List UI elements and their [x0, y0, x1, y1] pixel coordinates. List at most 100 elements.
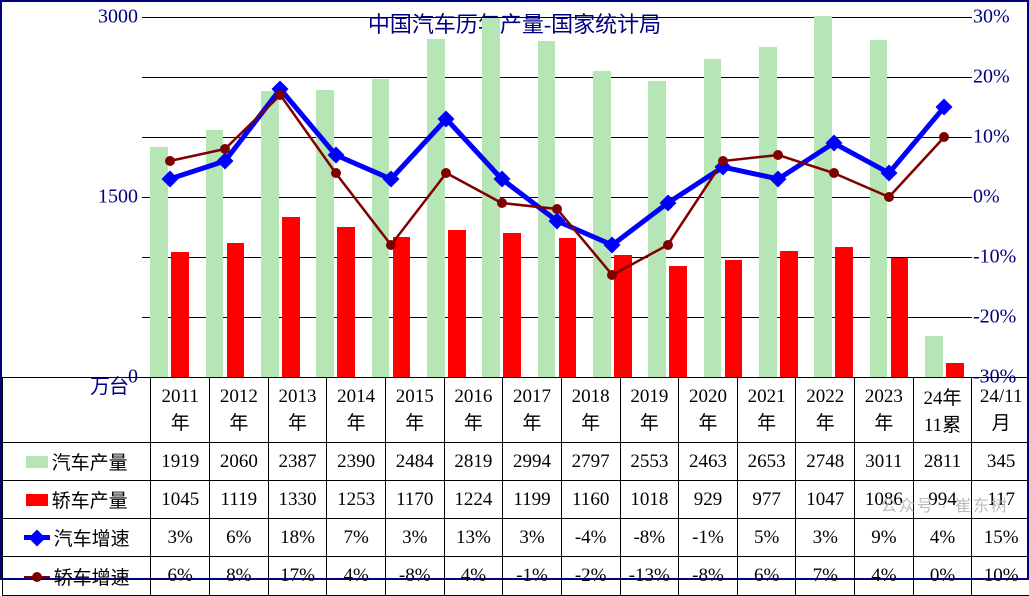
vehicle_gr-marker	[493, 171, 510, 188]
data-cell: 9%	[855, 519, 914, 557]
data-cell: 7%	[327, 519, 386, 557]
data-cell: 2994	[503, 443, 562, 481]
vehicle_gr-marker	[936, 99, 953, 116]
data-cell: 2653	[737, 443, 796, 481]
data-cell: 1018	[620, 481, 679, 519]
data-cell: 6%	[151, 557, 210, 596]
data-cell: 4%	[444, 557, 503, 596]
y1-tick: 1500	[98, 186, 138, 209]
y2-tick: -10%	[973, 246, 1016, 269]
data-cell: -13%	[620, 557, 679, 596]
data-cell: 2390	[327, 443, 386, 481]
watermark: 公众号 · 崔东树	[881, 492, 1009, 516]
vehicle_gr-marker	[438, 111, 455, 128]
category-header: 2022年	[796, 378, 855, 443]
data-cell: 1045	[151, 481, 210, 519]
data-cell: 1047	[796, 481, 855, 519]
data-cell: 0%	[913, 557, 972, 596]
vehicle_gr-marker	[604, 237, 621, 254]
data-cell: 3%	[796, 519, 855, 557]
legend-swatch-line	[24, 535, 50, 540]
data-cell: 2484	[385, 443, 444, 481]
vehicle_gr-marker	[161, 171, 178, 188]
category-header: 2012年	[210, 378, 269, 443]
car_gr-marker	[773, 150, 783, 160]
table-row: 轿车产量104511191330125311701224119911601018…	[3, 481, 1029, 519]
category-header: 2023年	[855, 378, 914, 443]
data-cell: 977	[737, 481, 796, 519]
data-cell: -4%	[561, 519, 620, 557]
data-cell: 13%	[444, 519, 503, 557]
plot-area	[142, 17, 972, 377]
series-label: 汽车产量	[52, 448, 128, 475]
vehicle_gr-marker	[881, 165, 898, 182]
data-cell: 1170	[385, 481, 444, 519]
chart-container: 中国汽车历年产量-国家统计局 015003000 万台 -30%-20%-10%…	[0, 0, 1029, 580]
data-cell: 15%	[972, 519, 1029, 557]
data-table: 2011年2012年2013年2014年2015年2016年2017年2018年…	[2, 377, 1029, 596]
markers-layer	[142, 17, 972, 377]
data-cell: 2463	[679, 443, 738, 481]
table-body: 汽车产量191920602387239024842819299427972553…	[3, 443, 1029, 596]
car_gr-marker	[663, 240, 673, 250]
vehicle_gr-marker	[327, 147, 344, 164]
category-header: 2014年	[327, 378, 386, 443]
data-cell: 3%	[385, 519, 444, 557]
data-cell: 8%	[210, 557, 269, 596]
data-cell: 17%	[268, 557, 327, 596]
category-header: 24/11月	[972, 378, 1029, 443]
car_gr-marker	[220, 144, 230, 154]
series-label: 轿车产量	[52, 486, 128, 513]
car_gr-marker	[275, 90, 285, 100]
vehicle_gr-marker	[659, 195, 676, 212]
table-row: 轿车增速6%8%17%4%-8%4%-1%-2%-13%-8%6%7%4%0%1…	[3, 557, 1029, 596]
car_gr-marker	[884, 192, 894, 202]
vehicle_gr-marker	[549, 213, 566, 230]
legend-swatch-line	[24, 576, 50, 579]
car_gr-marker	[165, 156, 175, 166]
vehicle_gr-marker	[770, 171, 787, 188]
data-cell: 4%	[913, 519, 972, 557]
data-cell: 1330	[268, 481, 327, 519]
y2-tick: 30%	[973, 6, 1010, 29]
car_gr-marker	[829, 168, 839, 178]
table-row: 汽车增速3%6%18%7%3%13%3%-4%-8%-1%5%3%9%4%15%	[3, 519, 1029, 557]
car_gr-marker	[497, 198, 507, 208]
legend-swatch-bar	[26, 494, 48, 506]
data-cell: 1224	[444, 481, 503, 519]
car_gr-marker	[939, 132, 949, 142]
car_gr-marker	[552, 204, 562, 214]
series-label: 汽车增速	[54, 524, 130, 551]
data-cell: 4%	[327, 557, 386, 596]
car_gr-marker	[607, 270, 617, 280]
category-header: 2021年	[737, 378, 796, 443]
data-cell: 2797	[561, 443, 620, 481]
series-legend-cell: 汽车增速	[3, 519, 151, 557]
vehicle_gr-marker	[217, 153, 234, 170]
data-cell: 3011	[855, 443, 914, 481]
data-cell: 18%	[268, 519, 327, 557]
data-cell: 1199	[503, 481, 562, 519]
data-cell: 4%	[855, 557, 914, 596]
series-legend-cell: 轿车产量	[3, 481, 151, 519]
y2-tick: -20%	[973, 306, 1016, 329]
data-cell: 2553	[620, 443, 679, 481]
legend-swatch-bar	[26, 456, 48, 468]
y2-tick: 0%	[973, 186, 1000, 209]
y2-axis: -30%-20%-10%0%10%20%30%	[969, 17, 1027, 377]
y2-tick: 20%	[973, 66, 1010, 89]
car_gr-marker	[718, 156, 728, 166]
y2-tick: 10%	[973, 126, 1010, 149]
series-label: 轿车增速	[54, 563, 130, 590]
data-cell: 345	[972, 443, 1029, 481]
category-header: 2019年	[620, 378, 679, 443]
category-header: 2013年	[268, 378, 327, 443]
vehicle_gr-marker	[825, 135, 842, 152]
category-header: 2018年	[561, 378, 620, 443]
data-cell: 7%	[796, 557, 855, 596]
category-header: 2017年	[503, 378, 562, 443]
series-legend-cell: 轿车增速	[3, 557, 151, 596]
data-cell: 6%	[210, 519, 269, 557]
data-cell: 2819	[444, 443, 503, 481]
data-cell: -1%	[679, 519, 738, 557]
